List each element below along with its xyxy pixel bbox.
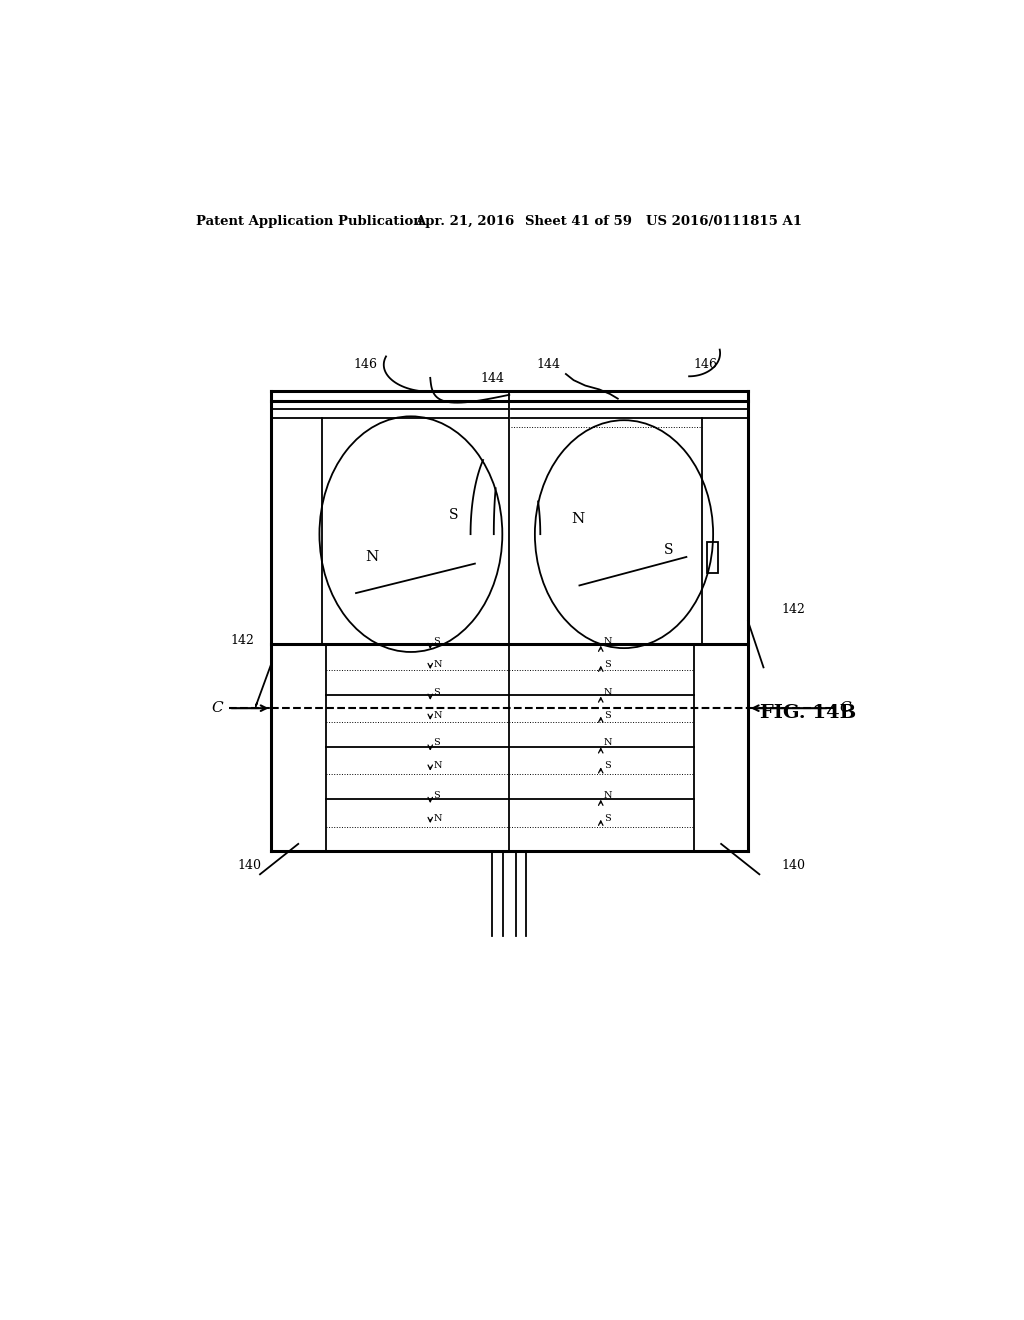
- Bar: [707, 543, 718, 573]
- Text: S: S: [433, 688, 440, 697]
- Text: N: N: [570, 512, 584, 525]
- Text: 140: 140: [781, 859, 805, 871]
- Text: N: N: [366, 550, 379, 564]
- Text: N: N: [433, 814, 441, 822]
- Text: S: S: [433, 738, 440, 747]
- Text: S: S: [604, 660, 610, 669]
- Text: FIG. 14B: FIG. 14B: [761, 704, 856, 722]
- Text: N: N: [433, 710, 441, 719]
- Text: N: N: [604, 738, 612, 747]
- Text: 146: 146: [693, 358, 718, 371]
- Text: N: N: [433, 660, 441, 669]
- Text: C: C: [840, 701, 851, 715]
- Text: N: N: [604, 791, 612, 800]
- Text: N: N: [604, 636, 612, 645]
- Text: S: S: [604, 814, 610, 822]
- Text: 142: 142: [781, 603, 805, 616]
- Text: S: S: [665, 543, 674, 557]
- Text: S: S: [449, 508, 459, 521]
- Text: Patent Application Publication: Patent Application Publication: [197, 215, 423, 228]
- Text: S: S: [604, 762, 610, 771]
- Text: US 2016/0111815 A1: US 2016/0111815 A1: [646, 215, 802, 228]
- Text: C: C: [211, 701, 223, 715]
- Text: S: S: [433, 791, 440, 800]
- Text: Apr. 21, 2016: Apr. 21, 2016: [415, 215, 514, 228]
- Text: N: N: [604, 688, 612, 697]
- Text: S: S: [433, 636, 440, 645]
- Text: S: S: [604, 710, 610, 719]
- Text: Sheet 41 of 59: Sheet 41 of 59: [524, 215, 632, 228]
- Text: N: N: [433, 762, 441, 771]
- Text: 146: 146: [354, 358, 378, 371]
- Text: 142: 142: [230, 634, 255, 647]
- Text: 144: 144: [537, 358, 561, 371]
- Text: 140: 140: [238, 859, 262, 871]
- Text: 144: 144: [480, 372, 505, 385]
